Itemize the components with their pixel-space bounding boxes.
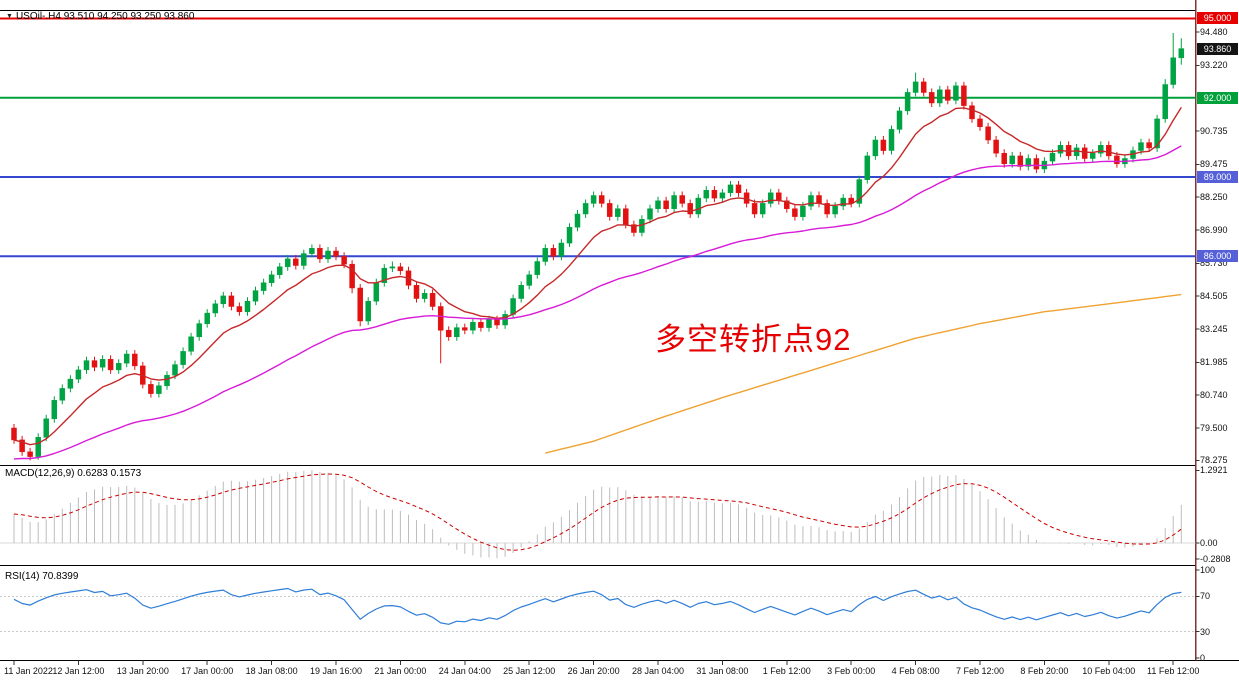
price-axis-label: 78.275 [1200,455,1228,466]
time-axis-label: 21 Jan 00:00 [374,666,427,676]
time-axis-label: 26 Jan 20:00 [567,666,620,676]
rsi-header: RSI(14) 70.8399 [5,571,78,582]
time-axis-label: 4 Feb 08:00 [891,666,940,676]
macd-axis-label: 1.2921 [1200,465,1228,476]
macd-indicator-label: MACD(12,26,9) 0.6283 0.1573 [5,468,142,479]
time-axis-label: 11 Feb 12:00 [1147,666,1200,676]
price-axis-label: 89.475 [1200,159,1228,170]
rsi-axis-label: 30 [1200,626,1211,637]
time-axis-label: 8 Feb 20:00 [1020,666,1069,676]
macd-header: MACD(12,26,9) 0.6283 0.1573 [5,468,141,479]
time-axis-label: 7 Feb 12:00 [955,666,1005,676]
time-axis-label: 13 Jan 20:00 [116,666,169,676]
time-axis-label: 12 Jan 12:00 [52,666,105,676]
price-axis-label: 83.245 [1200,324,1228,335]
time-axis-label: 24 Jan 04:00 [438,666,491,676]
time-axis-label: 25 Jan 12:00 [503,666,556,676]
price-axis-label: 88.250 [1200,191,1228,202]
macd-histogram [13,469,1182,559]
time-axis-label: 28 Jan 04:00 [631,666,685,676]
price-tag-86.000: 86.000 [1197,250,1238,263]
price-tag-89.000: 89.000 [1197,170,1238,183]
price-tag-95.000: 95.000 [1197,12,1238,25]
price-axis-label: 79.500 [1200,423,1228,433]
rsi-line [13,587,1182,625]
time-axis-label: 1 Feb 12:00 [762,666,811,676]
rsi-axis-label: 70 [1200,591,1211,602]
price-tag-93.860: 93.860 [1197,42,1238,55]
symbol-ohlc-label: USOil-.H4 93.510 94.250 93.250 93.860 [15,11,195,22]
ma-fast-line [13,107,1182,446]
price-axis-label: 84.505 [1200,290,1228,301]
time-axis-label: 10 Feb 04:00 [1082,666,1136,676]
ma-mid-line [13,145,1182,460]
time-axis-label: 19 Jan 16:00 [309,666,363,676]
macd-signal-line [13,473,1182,551]
price-axis-label: 86.990 [1200,225,1228,236]
price-axis-label: 85.730 [1200,258,1228,269]
chart-annotation-text[interactable]: 多空转折点92 [655,322,852,357]
time-axis-label: 11 Jan 2022 [4,666,53,676]
rsi-axis-label: 0 [1200,653,1206,663]
rsi-axis-label: 100 [1200,565,1216,575]
price-axis-label: 80.740 [1200,390,1228,401]
macd-axis-label: -0.2808 [1200,554,1231,565]
macd-axis-label: 0.00 [1200,538,1218,549]
time-axis-label: 3 Feb 00:00 [827,666,876,676]
chart-header: ▼ USOil-.H4 93.510 94.250 93.250 93.860 [6,11,194,22]
time-axis-label: 17 Jan 00:00 [181,666,234,676]
price-axis-label: 90.735 [1200,126,1228,137]
price-axis-label: 93.220 [1200,60,1228,71]
symbol-dropdown-icon[interactable]: ▼ [6,13,13,20]
price-axis-label: 94.480 [1200,27,1228,38]
rsi-indicator-label: RSI(14) 70.8399 [5,571,79,582]
time-axis-label: 31 Jan 08:00 [696,666,749,676]
ma-slow-line [545,293,1182,454]
price-tag-92.000: 92.000 [1197,91,1238,104]
time-axis-label: 18 Jan 08:00 [245,666,298,676]
price-axis-label: 81.985 [1200,357,1228,368]
